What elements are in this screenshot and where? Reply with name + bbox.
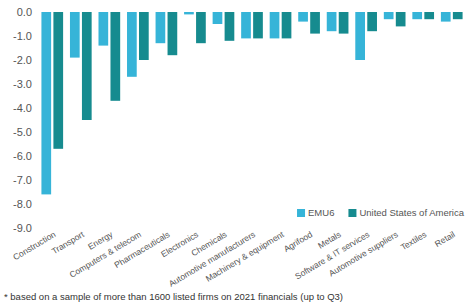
y-tick-label: -1.0 bbox=[13, 30, 32, 42]
legend-swatch bbox=[348, 209, 356, 217]
bar bbox=[270, 12, 280, 38]
bar bbox=[241, 12, 251, 38]
bar bbox=[441, 12, 451, 22]
x-tick-label: Textiles bbox=[399, 229, 428, 252]
bar bbox=[98, 12, 108, 46]
bar bbox=[310, 12, 320, 34]
bar bbox=[127, 12, 137, 77]
y-tick-label: -3.0 bbox=[13, 78, 32, 90]
y-tick-label: -4.0 bbox=[13, 102, 32, 114]
bar bbox=[424, 12, 434, 19]
bar bbox=[213, 12, 223, 24]
bar bbox=[339, 12, 349, 34]
bar bbox=[53, 12, 63, 149]
legend-swatch bbox=[297, 209, 305, 217]
y-tick-label: -2.0 bbox=[13, 54, 32, 66]
footnote: * based on a sample of more than 1600 li… bbox=[4, 291, 343, 302]
y-tick-label: -7.0 bbox=[13, 174, 32, 186]
bar bbox=[70, 12, 80, 58]
x-tick-label: Construction bbox=[11, 229, 57, 262]
bar bbox=[453, 12, 463, 19]
bar bbox=[298, 12, 308, 22]
bar bbox=[327, 12, 337, 31]
bar bbox=[168, 12, 178, 55]
bar bbox=[225, 12, 235, 41]
bar bbox=[156, 12, 166, 43]
bar bbox=[412, 12, 422, 19]
bar bbox=[282, 12, 292, 38]
x-tick-label: Retail bbox=[433, 229, 457, 249]
bar bbox=[396, 12, 406, 26]
legend-label: United States of America bbox=[359, 207, 464, 218]
y-tick-label: -5.0 bbox=[13, 126, 32, 138]
x-tick-label: Transport bbox=[50, 229, 87, 256]
bar bbox=[82, 12, 92, 120]
bar bbox=[139, 12, 149, 60]
x-tick-label: Machinery & equipment bbox=[204, 229, 286, 284]
bar bbox=[253, 12, 263, 38]
chart: 0.0 -1.0 -2.0 -3.0 -4.0 -5.0 -6.0 -7.0 -8.0 -9.0C… bbox=[0, 0, 471, 305]
y-tick-label: -6.0 bbox=[13, 150, 32, 162]
bar bbox=[110, 12, 120, 101]
bar bbox=[384, 12, 394, 19]
x-tick-label: Agrifood bbox=[282, 229, 315, 254]
legend-label: EMU6 bbox=[308, 207, 334, 218]
x-tick-label: Automotive suppliers bbox=[327, 229, 400, 278]
legend: EMU6 United States of America bbox=[297, 207, 465, 218]
bars bbox=[41, 12, 462, 194]
y-tick-label: 0.0 bbox=[17, 6, 32, 18]
bar bbox=[41, 12, 51, 194]
bar bbox=[355, 12, 365, 60]
y-tick-label: -9.0 bbox=[13, 222, 32, 234]
bar bbox=[367, 12, 377, 31]
bar bbox=[196, 12, 206, 43]
bar bbox=[184, 12, 194, 14]
y-tick-label: -8.0 bbox=[13, 198, 32, 210]
